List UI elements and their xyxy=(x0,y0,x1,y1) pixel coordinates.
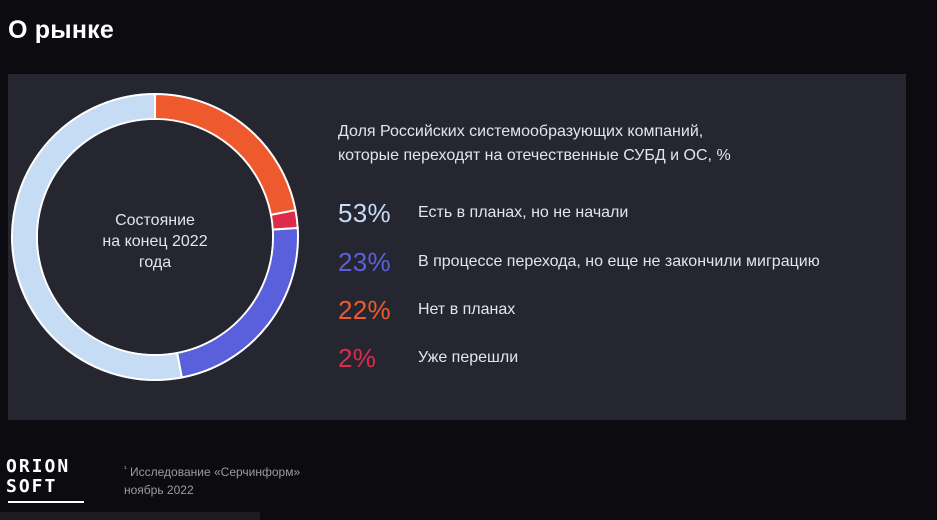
footnote: ¹ Исследование «Серчинформ» ноябрь 2022 xyxy=(124,460,384,499)
orion-soft-logo: ORION SOFT xyxy=(6,457,84,497)
legend-item: 2% Уже перешли xyxy=(338,341,518,375)
legend-value: 2% xyxy=(338,342,377,373)
footnote-marker: ¹ xyxy=(124,464,127,473)
logo-underline xyxy=(8,501,84,503)
legend-label: В процессе перехода, но еще не закончили… xyxy=(418,253,820,270)
footnote-date: ноябрь 2022 xyxy=(124,483,194,497)
video-progress-strip xyxy=(0,512,260,520)
footnote-source: Исследование «Серчинформ» xyxy=(130,465,301,479)
legend-value: 23% xyxy=(338,246,391,277)
donut-slice xyxy=(11,92,183,381)
legend-value: 53% xyxy=(338,197,391,228)
donut-chart: Состояние на конец 2022 года xyxy=(8,90,302,384)
legend-label: Нет в планах xyxy=(418,301,516,318)
legend-value: 22% xyxy=(338,294,391,325)
center-label-line: на конец 2022 xyxy=(102,233,208,250)
legend-label: Есть в планах, но не начали xyxy=(418,204,629,221)
legend-item: 23% В процессе перехода, но еще не закон… xyxy=(338,245,820,279)
chart-title-line: которые переходят на отечественные СУБД … xyxy=(338,147,731,164)
donut-slice xyxy=(269,209,299,231)
center-label-line: года xyxy=(138,254,172,271)
chart-title: Доля Российских системообразующих компан… xyxy=(338,120,878,168)
donut-svg xyxy=(11,92,299,381)
logo-line: SOFT xyxy=(6,476,58,497)
legend-item: 22% Нет в планах xyxy=(338,293,515,327)
legend-item: 53% Есть в планах, но не начали xyxy=(338,196,628,230)
page-title: О рынке xyxy=(8,16,114,44)
donut-hole xyxy=(38,120,272,354)
donut-center-label: Состояние на конец 2022 года xyxy=(70,210,240,273)
legend-label: Уже перешли xyxy=(418,349,519,366)
chart-title-line: Доля Российских системообразующих компан… xyxy=(338,123,704,140)
center-label-line: Состояние xyxy=(115,212,195,229)
logo-line: ORION xyxy=(6,456,71,477)
